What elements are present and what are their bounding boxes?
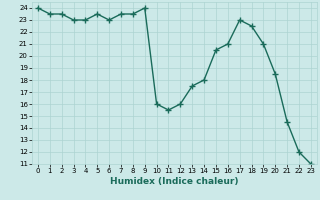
X-axis label: Humidex (Indice chaleur): Humidex (Indice chaleur) (110, 177, 239, 186)
